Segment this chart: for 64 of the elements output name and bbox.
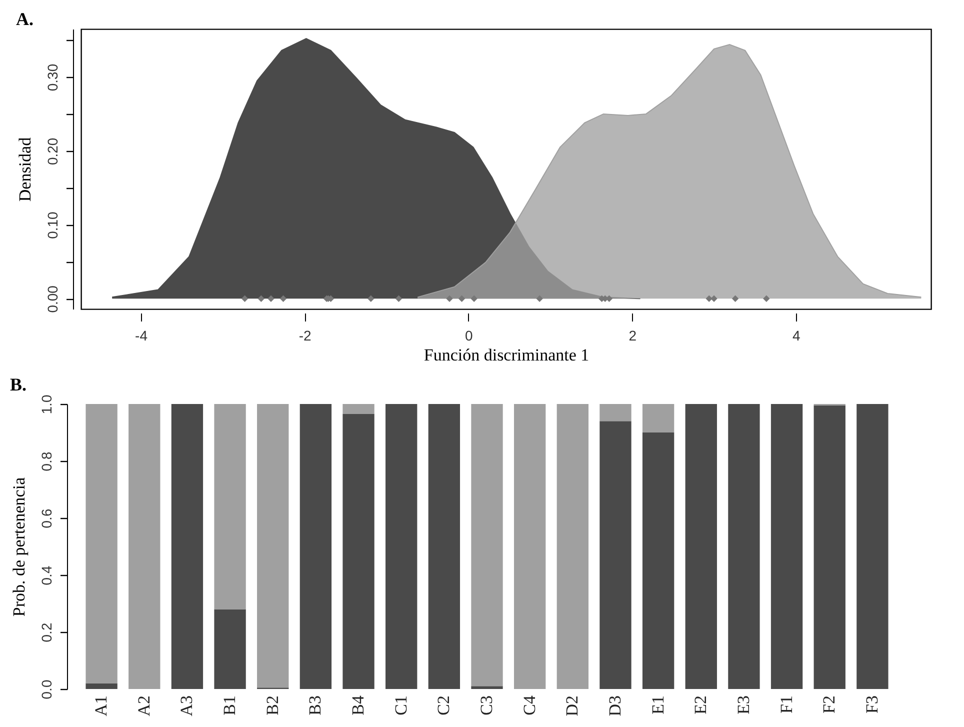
y-axis-title: Prob. de pertenencia [10,476,28,617]
bar [86,404,118,684]
bar [471,686,503,689]
chart-title: A. [16,9,34,29]
bar [342,414,374,689]
x-tick-label: 4 [792,328,800,344]
x-tick-label: D3 [605,696,624,716]
bar [770,404,803,689]
x-tick-label: B1 [220,696,240,716]
chart-title: B. [10,374,27,394]
bar [642,404,674,432]
x-tick-label: C3 [477,696,496,716]
bar [257,404,289,688]
x-tick-label: -4 [135,328,148,344]
bar [428,404,460,689]
x-tick-label: C1 [391,696,410,716]
x-tick-label: E2 [691,696,710,714]
y-tick-label: 0.2 [38,622,54,642]
bar [342,404,374,414]
y-tick-label: 0.00 [44,285,60,313]
bar [600,421,632,689]
bar [214,404,246,610]
y-tick-label: 0.8 [38,452,54,472]
y-tick-label: 0.0 [38,680,54,700]
bar [471,404,503,686]
bar [386,404,418,689]
bar [514,404,546,689]
x-tick-label: C2 [434,696,454,716]
x-tick-label: D2 [562,696,582,716]
bar [300,404,332,689]
bar [685,404,717,689]
y-tick-label: 1.0 [38,394,54,414]
y-tick-label: 0.10 [44,211,60,239]
x-tick-label: F3 [862,696,882,714]
x-tick-label: F1 [776,696,796,714]
x-tick-label: C4 [520,695,539,716]
bar [86,683,118,689]
bar [814,405,846,689]
y-tick-label: 0.4 [38,566,54,586]
bar [728,404,760,689]
x-tick-label: E1 [648,696,668,714]
bar [600,404,632,422]
x-tick-label: A1 [92,696,111,716]
x-tick-label: B3 [306,696,325,716]
bar [856,404,888,689]
bar [214,609,246,689]
x-tick-label: A2 [134,696,154,716]
x-tick-label: B4 [348,695,368,716]
bar [642,432,674,689]
x-axis-title: Función discriminante 1 [424,346,590,364]
x-tick-label: E3 [734,696,753,714]
bar [556,404,588,689]
bar [128,404,160,689]
y-axis-title: Densidad [16,136,34,202]
y-tick-label: 0.30 [44,64,60,92]
x-tick-label: -2 [298,328,312,344]
x-tick-label: A3 [177,696,196,716]
bar [171,404,204,689]
x-tick-label: 0 [464,328,473,344]
y-tick-label: 0.6 [38,508,54,528]
x-tick-label: F2 [820,696,839,714]
y-tick-label: 0.20 [44,138,60,166]
x-tick-label: B2 [262,696,282,716]
x-tick-label: 2 [628,328,637,344]
